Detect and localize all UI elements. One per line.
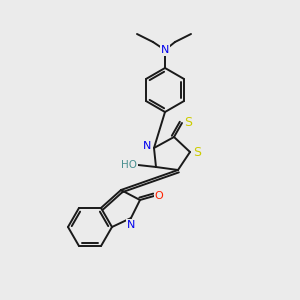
Text: N: N bbox=[127, 220, 135, 230]
Text: O: O bbox=[154, 191, 164, 201]
Text: N: N bbox=[143, 141, 151, 151]
Text: S: S bbox=[193, 146, 201, 158]
Text: S: S bbox=[184, 116, 192, 130]
Text: HO: HO bbox=[121, 160, 137, 170]
Text: N: N bbox=[161, 45, 169, 55]
